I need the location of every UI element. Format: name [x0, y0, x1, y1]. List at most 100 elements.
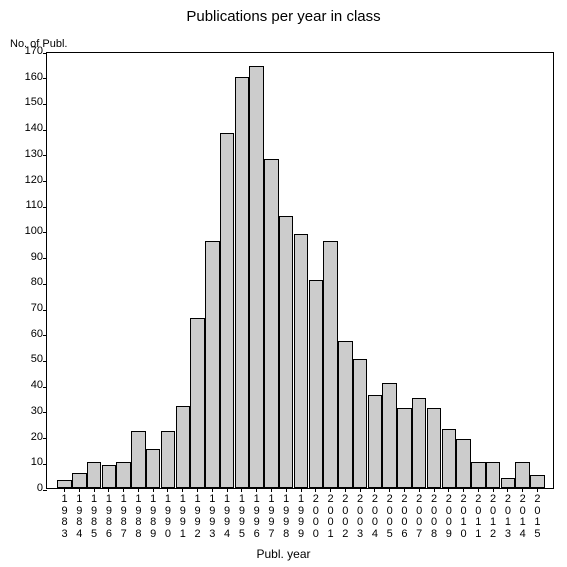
- y-tick-label: 170: [25, 45, 43, 57]
- bar: [205, 241, 219, 488]
- bar: [279, 216, 293, 488]
- x-tick-label: 2 0 0 5: [384, 494, 396, 540]
- x-tick-label: 1 9 8 8: [132, 494, 144, 540]
- x-tick-label: 1 9 9 5: [236, 494, 248, 540]
- bar: [235, 77, 249, 488]
- x-tick-label: 2 0 1 1: [472, 494, 484, 540]
- y-tick-label: 110: [25, 199, 43, 211]
- y-tick-label: 50: [31, 353, 43, 365]
- x-tick-mark: [330, 488, 331, 492]
- x-tick-label: 1 9 9 1: [177, 494, 189, 540]
- y-tick-mark: [43, 284, 47, 285]
- y-tick-label: 20: [31, 431, 43, 443]
- y-tick-mark: [43, 207, 47, 208]
- bar: [382, 383, 396, 488]
- x-tick-label: 1 9 8 3: [59, 494, 71, 540]
- y-tick-label: 130: [25, 148, 43, 160]
- x-tick-label: 1 9 9 6: [251, 494, 263, 540]
- bar: [338, 341, 352, 488]
- x-tick-label: 1 9 8 6: [103, 494, 115, 540]
- x-tick-mark: [64, 488, 65, 492]
- y-tick-label: 40: [31, 379, 43, 391]
- bar: [116, 462, 130, 488]
- bar: [57, 480, 71, 488]
- x-tick-label: 2 0 1 5: [531, 494, 543, 540]
- bar: [72, 473, 86, 488]
- bar: [220, 133, 234, 488]
- x-tick-label: 2 0 0 1: [325, 494, 337, 540]
- bar: [309, 280, 323, 488]
- bar: [176, 406, 190, 488]
- x-tick-mark: [374, 488, 375, 492]
- x-tick-mark: [360, 488, 361, 492]
- bar: [515, 462, 529, 488]
- bar: [249, 66, 263, 488]
- y-tick-label: 90: [31, 251, 43, 263]
- x-tick-mark: [108, 488, 109, 492]
- x-tick-label: 2 0 0 6: [398, 494, 410, 540]
- x-tick-mark: [212, 488, 213, 492]
- y-tick-mark: [43, 335, 47, 336]
- x-tick-label: 1 9 9 2: [192, 494, 204, 540]
- x-tick-mark: [79, 488, 80, 492]
- x-tick-label: 2 0 1 4: [517, 494, 529, 540]
- x-tick-mark: [227, 488, 228, 492]
- x-tick-label: 1 9 9 8: [280, 494, 292, 540]
- x-tick-label: 2 0 0 2: [339, 494, 351, 540]
- bar: [442, 429, 456, 488]
- x-tick-mark: [153, 488, 154, 492]
- x-tick-mark: [507, 488, 508, 492]
- x-tick-label: 2 0 1 0: [458, 494, 470, 540]
- bar: [368, 395, 382, 488]
- y-tick-mark: [43, 53, 47, 54]
- x-tick-label: 1 9 8 4: [73, 494, 85, 540]
- x-tick-mark: [286, 488, 287, 492]
- x-tick-mark: [345, 488, 346, 492]
- x-tick-label: 1 9 9 4: [221, 494, 233, 540]
- x-tick-label: 1 9 9 7: [265, 494, 277, 540]
- x-tick-mark: [315, 488, 316, 492]
- x-tick-label: 2 0 1 2: [487, 494, 499, 540]
- bar: [530, 475, 544, 488]
- y-tick-mark: [43, 258, 47, 259]
- y-tick-mark: [43, 155, 47, 156]
- x-tick-mark: [434, 488, 435, 492]
- bar: [323, 241, 337, 488]
- x-tick-mark: [404, 488, 405, 492]
- bar: [190, 318, 204, 488]
- y-tick-label: 30: [31, 405, 43, 417]
- y-tick-label: 80: [31, 276, 43, 288]
- bar: [102, 465, 116, 488]
- x-tick-label: 1 9 8 7: [118, 494, 130, 540]
- y-tick-mark: [43, 464, 47, 465]
- x-tick-label: 1 9 9 3: [206, 494, 218, 540]
- x-tick-mark: [94, 488, 95, 492]
- y-tick-mark: [43, 438, 47, 439]
- bar: [412, 398, 426, 488]
- y-tick-label: 100: [25, 225, 43, 237]
- y-tick-label: 60: [31, 328, 43, 340]
- y-tick-label: 0: [37, 482, 43, 494]
- bar: [353, 359, 367, 488]
- x-tick-mark: [448, 488, 449, 492]
- bar: [456, 439, 470, 488]
- x-tick-label: 2 0 0 7: [413, 494, 425, 540]
- x-axis-label: Publ. year: [0, 547, 567, 561]
- x-tick-mark: [493, 488, 494, 492]
- x-tick-mark: [182, 488, 183, 492]
- x-tick-mark: [138, 488, 139, 492]
- x-tick-label: 2 0 1 3: [502, 494, 514, 540]
- y-tick-mark: [43, 130, 47, 131]
- x-tick-label: 1 9 8 5: [88, 494, 100, 540]
- x-tick-label: 2 0 0 4: [369, 494, 381, 540]
- y-tick-mark: [43, 181, 47, 182]
- chart-container: Publications per year in class No. of Pu…: [0, 0, 567, 567]
- bar: [131, 431, 145, 488]
- x-tick-label: 2 0 0 0: [310, 494, 322, 540]
- bar: [397, 408, 411, 488]
- bar: [264, 159, 278, 488]
- y-tick-label: 160: [25, 71, 43, 83]
- x-tick-label: 1 9 8 9: [147, 494, 159, 540]
- x-tick-label: 1 9 9 9: [295, 494, 307, 540]
- x-tick-mark: [537, 488, 538, 492]
